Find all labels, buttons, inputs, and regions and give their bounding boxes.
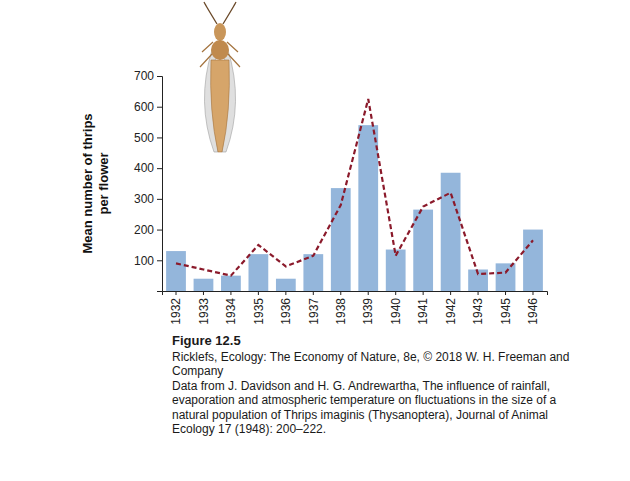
y-axis: 100 200 300 400 500 600 700 [134,69,163,291]
x-tick-label: 1941 [416,298,430,325]
x-tick-mark [313,291,314,295]
x-tick: 1937 [307,291,321,325]
x-tick-label: 1934 [224,298,238,325]
x-tick-label: 1932 [169,298,183,325]
y-tick-mark [157,76,162,77]
y-axis-title: Mean number of thripsper flower [80,113,111,253]
y-tick-mark [157,260,162,261]
y-tick-mark [157,168,162,169]
x-tick-label: 1938 [334,298,348,325]
caption-text: Data from J. Davidson and H. G. Andrewar… [172,379,572,437]
y-tick-label: 300 [134,192,154,206]
caption: Figure 12.5Ricklefs, Ecology: The Econom… [172,334,572,437]
bar [413,210,433,291]
x-tick-label: 1936 [279,298,293,325]
line [176,99,533,276]
x-tick-label: 1940 [389,298,403,325]
thrips-illustration [200,2,240,152]
x-tick: 1935 [252,291,266,325]
y-tick-label: 200 [134,223,154,237]
y-axis-title-line: Mean number of thrips [80,113,95,253]
x-tick: 1943 [471,291,485,325]
x-tick-label: 1937 [307,298,321,325]
y-axis-title-line: per flower [96,152,111,214]
x-axis: 1932 1933 1934 1935 1936 1937 1938 1939 1940 1941… [163,291,548,325]
x-tick-label: 1946 [526,298,540,325]
x-tick-mark [258,291,259,295]
x-tick-mark [395,291,396,295]
bar [221,276,241,291]
y-tick-label: 700 [134,69,154,83]
bar [496,263,516,291]
bar [358,125,378,291]
x-tick: 1945 [499,291,513,325]
x-tick-mark [478,291,479,295]
y-tick: 100 [134,254,162,268]
x-tick-mark [505,291,506,295]
x-tick-mark [176,291,177,295]
x-tick: 1936 [279,291,293,325]
y-tick: 700 [134,69,162,83]
x-tick: 1939 [361,291,375,325]
x-tick: 1934 [224,291,238,325]
x-tick-mark [423,291,424,295]
y-tick-mark [157,137,162,138]
x-tick-label: 1935 [252,298,266,325]
figure-title: Figure 12.5 [172,334,572,349]
y-tick: 400 [134,161,162,175]
x-tick: 1932 [169,291,183,325]
x-tick: 1946 [526,291,540,325]
y-tick: 500 [134,131,162,145]
y-tick-label: 100 [134,254,154,268]
bar [441,173,461,291]
x-tick-label: 1945 [499,298,513,325]
bar [276,279,296,291]
plot-area [166,99,543,291]
bar [249,254,269,291]
x-axis-line [163,292,548,296]
x-tick-label: 1939 [361,298,375,325]
x-tick: 1941 [416,291,430,325]
y-tick-mark [157,230,162,231]
y-axis-line [157,77,163,292]
x-tick-label: 1942 [444,298,458,325]
y-tick: 200 [134,223,162,237]
x-tick-mark [532,291,533,295]
x-tick-mark [368,291,369,295]
bar [166,251,186,291]
x-tick: 1940 [389,291,403,325]
x-tick: 1938 [334,291,348,325]
y-tick-label: 400 [134,161,154,175]
x-tick-mark [230,291,231,295]
bar [194,279,214,291]
bar [523,230,543,291]
x-tick: 1942 [444,291,458,325]
x-tick-label: 1943 [471,298,485,325]
bar [386,250,406,291]
y-tick: 300 [134,192,162,206]
y-tick-label: 600 [134,100,154,114]
bar [303,254,323,291]
x-tick-label: 1933 [197,298,211,325]
y-tick-mark [157,199,162,200]
x-tick-mark [203,291,204,295]
x-tick-mark [450,291,451,295]
x-tick: 1933 [197,291,211,325]
x-tick-mark [340,291,341,295]
y-tick: 600 [134,100,162,114]
y-tick-mark [157,107,162,108]
x-tick-mark [285,291,286,295]
caption-text: Ricklefs, Ecology: The Economy of Nature… [172,350,572,379]
y-tick-label: 500 [134,131,154,145]
